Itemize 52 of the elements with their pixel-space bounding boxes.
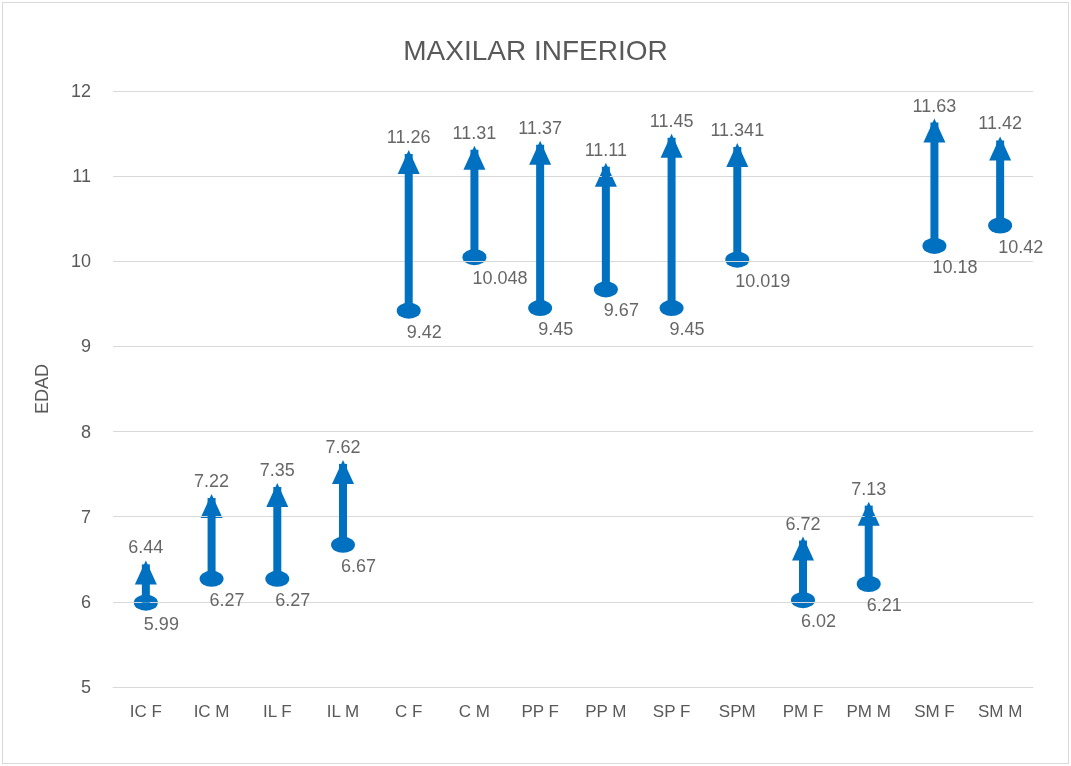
annotation: 11.63	[912, 95, 957, 116]
x-tick-label: IC F	[129, 702, 162, 721]
y-tick-label: 12	[70, 81, 91, 101]
x-tick-label: SM F	[914, 702, 955, 721]
y-axis-title: EDAD	[32, 363, 52, 415]
annotation: 6.02	[801, 611, 837, 632]
annotation: 6.27	[209, 589, 245, 610]
annotation: 9.42	[406, 321, 442, 342]
x-tick-label: PP F	[521, 702, 559, 721]
annotation: 11.31	[452, 122, 497, 143]
y-tick-label: 5	[80, 677, 91, 697]
annotation: 6.27	[275, 589, 311, 610]
x-tick-label: PM M	[846, 702, 891, 721]
annotation: 11.11	[584, 139, 628, 160]
y-tick-label: 10	[70, 251, 91, 272]
y-tick-label: 8	[80, 421, 91, 442]
annotation: 10.019	[735, 270, 791, 291]
annotation: 11.37	[518, 117, 562, 138]
x-tick-label: C M	[458, 702, 491, 721]
annotation: 9.67	[603, 300, 639, 321]
annotation: 7.35	[259, 459, 295, 480]
annotation: 11.45	[649, 110, 694, 131]
annotation: 10.048	[472, 268, 528, 289]
y-tick-label: 7	[80, 506, 91, 527]
annotation: 10.18	[932, 256, 978, 277]
annotation: 9.45	[538, 319, 574, 340]
y-tick-label: 11	[72, 166, 91, 187]
annotation: 10.42	[998, 236, 1044, 257]
x-tick-label: IC M	[193, 702, 230, 721]
x-tick-label: IL F	[262, 702, 292, 721]
x-tick-label: PP M	[585, 702, 627, 721]
annotation: 6.21	[866, 594, 902, 615]
annotation: 7.62	[325, 436, 361, 457]
x-tick-label: SM M	[977, 702, 1023, 721]
annotation: 6.67	[341, 555, 377, 576]
chart-title: MAXILAR INFERIOR	[403, 34, 668, 66]
x-tick-label: PM F	[782, 702, 824, 721]
x-tick-label: C F	[395, 702, 423, 721]
x-tick-label: IL M	[326, 702, 360, 721]
annotation: 6.44	[128, 537, 164, 558]
annotation: 6.72	[785, 513, 821, 534]
x-tick-label: SP F	[652, 702, 691, 721]
annotation: 11.26	[386, 127, 431, 148]
annotation: 11.341	[710, 120, 765, 141]
annotation: 7.22	[194, 470, 230, 491]
annotation: 11.42	[978, 113, 1022, 134]
x-tick-label: SPM	[718, 702, 756, 721]
annotation: 5.99	[143, 613, 179, 634]
annotation: 9.45	[669, 319, 705, 340]
y-tick-label: 6	[80, 591, 91, 612]
y-tick-label: 9	[80, 336, 91, 357]
annotation: 7.13	[851, 478, 887, 499]
